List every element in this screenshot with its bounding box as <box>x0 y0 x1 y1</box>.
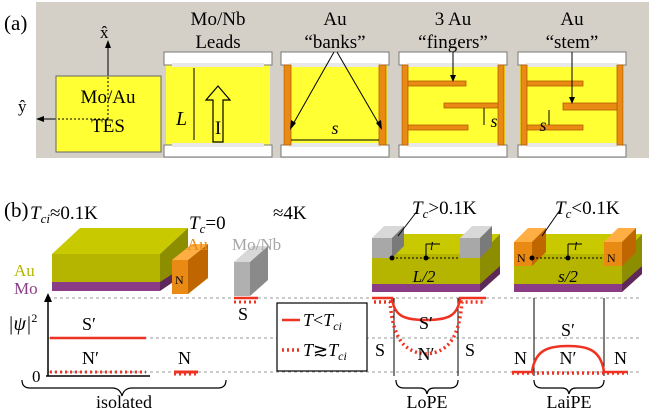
bilayer-au-front <box>52 254 160 282</box>
col4-line1: Au <box>560 9 584 30</box>
group-laipe: LaiPE <box>547 392 592 411</box>
finger-spacing-label: s <box>490 111 497 131</box>
laipe-half-label: s/2 <box>558 267 578 286</box>
mo-label: Mo <box>14 279 38 298</box>
col2-line1: Au <box>323 9 347 30</box>
n-label: N <box>178 348 191 368</box>
laipe-block: N N l s/2 <box>514 209 642 292</box>
y-axis-label: ŷ <box>18 97 27 116</box>
legend-dot-text: T≳Tci <box>303 340 347 363</box>
lope-s-right: S <box>465 340 475 360</box>
column-headers: Mo/Nb Leads Au “banks” 3 Au “fingers” Au… <box>191 9 599 53</box>
x-axis-arrowhead <box>105 40 111 48</box>
tes-device: Mo/Au TES <box>55 75 162 153</box>
laipe-solid-curve <box>512 344 628 374</box>
current-label: I <box>215 118 221 139</box>
bilayer-block: Au Mo <box>14 228 188 298</box>
lope-s-left: S <box>375 340 385 360</box>
laipe-n-right-label: N <box>614 348 627 368</box>
group-isolated: isolated <box>96 392 152 411</box>
lead-block: Mo/Nb <box>232 235 281 296</box>
au-small-label: Au <box>187 235 208 254</box>
stem-bar <box>562 102 618 111</box>
tc-labels: Tci≈0.1K Tc=0 ≈4K Tc>0.1K Tc<0.1K <box>30 198 620 236</box>
y-axis-arrowhead <box>36 116 44 122</box>
lope-block: l L/2 <box>372 209 500 292</box>
laipe-n-left-label: N <box>514 348 527 368</box>
isolated-brace <box>21 379 227 397</box>
finger-2 <box>443 102 499 109</box>
n-block-label: N <box>175 273 184 287</box>
lope-solid-curve <box>372 296 486 322</box>
au-label: Au <box>14 261 35 280</box>
x-axis-label: x̂ <box>100 23 109 42</box>
tes-line2: TES <box>91 116 125 137</box>
lope-dotted-curve <box>374 300 484 356</box>
length-label: L <box>175 108 187 130</box>
tc-lope: Tc>0.1K <box>412 198 477 221</box>
laipe-n-prime: N′ <box>560 348 577 368</box>
col2-line2: “banks” <box>304 32 365 53</box>
laipe-n-right: N <box>607 251 616 265</box>
device-banks: s <box>280 51 390 158</box>
bilayer-top <box>52 228 188 254</box>
tc-isolated: Tci≈0.1K <box>30 203 98 226</box>
col3-line2: “fingers” <box>418 32 488 53</box>
laipe-s-prime: S′ <box>561 320 575 340</box>
s-lead-label: S <box>238 304 248 324</box>
tc-laipe: Tc<0.1K <box>555 198 620 221</box>
bank-right <box>378 64 387 146</box>
panel-b-label: (b) <box>4 198 29 222</box>
lope-s-prime: S′ <box>419 313 433 333</box>
group-lope: LoPE <box>406 392 447 411</box>
laipe-brace <box>533 379 605 395</box>
psi-label: |ψ|2 <box>8 311 37 335</box>
device-fingers: s <box>398 51 508 158</box>
legend-solid-text: T<Tci <box>303 310 342 333</box>
stem-spacing-label: s <box>539 115 546 135</box>
lope-half-label: L/2 <box>412 267 436 286</box>
group-braces <box>21 379 605 397</box>
tc-leads: ≈4K <box>273 203 307 224</box>
normal-metal-block: N Au <box>172 235 208 294</box>
current-arrow <box>204 85 232 143</box>
panel-a-label: (a) <box>4 11 27 35</box>
bank-spacing-label: s <box>331 118 338 138</box>
device-stem: s <box>517 51 627 158</box>
mo-nb-label: Mo/Nb <box>232 235 281 254</box>
finger-1 <box>407 80 467 87</box>
col4-line2: “stem” <box>546 32 599 53</box>
col1-line1: Mo/Nb <box>191 9 246 30</box>
tes-line1: Mo/Au <box>81 87 136 108</box>
device-leads: I L <box>163 51 273 158</box>
lope-brace <box>395 379 459 395</box>
bank-left <box>283 64 292 146</box>
order-parameter-plot: |ψ|2 0 S′ N′ N S T<Tci T≳Tci S′ N′ S S S… <box>8 293 640 386</box>
legend-box <box>276 302 368 372</box>
col3-line1: 3 Au <box>435 9 472 30</box>
bilayer-mo-front <box>52 282 160 291</box>
isolated-s-prime: S′ <box>82 314 96 334</box>
col1-line2: Leads <box>195 32 240 53</box>
finger-3 <box>407 124 469 131</box>
isolated-n-prime: N′ <box>82 348 99 368</box>
laipe-n-left: N <box>517 251 526 265</box>
tc-normal: Tc=0 <box>189 213 226 236</box>
laipe-l-label: l <box>574 239 578 253</box>
lope-l-label: l <box>430 239 434 253</box>
zero-label: 0 <box>32 367 41 386</box>
lope-n-prime: N′ <box>418 344 435 364</box>
